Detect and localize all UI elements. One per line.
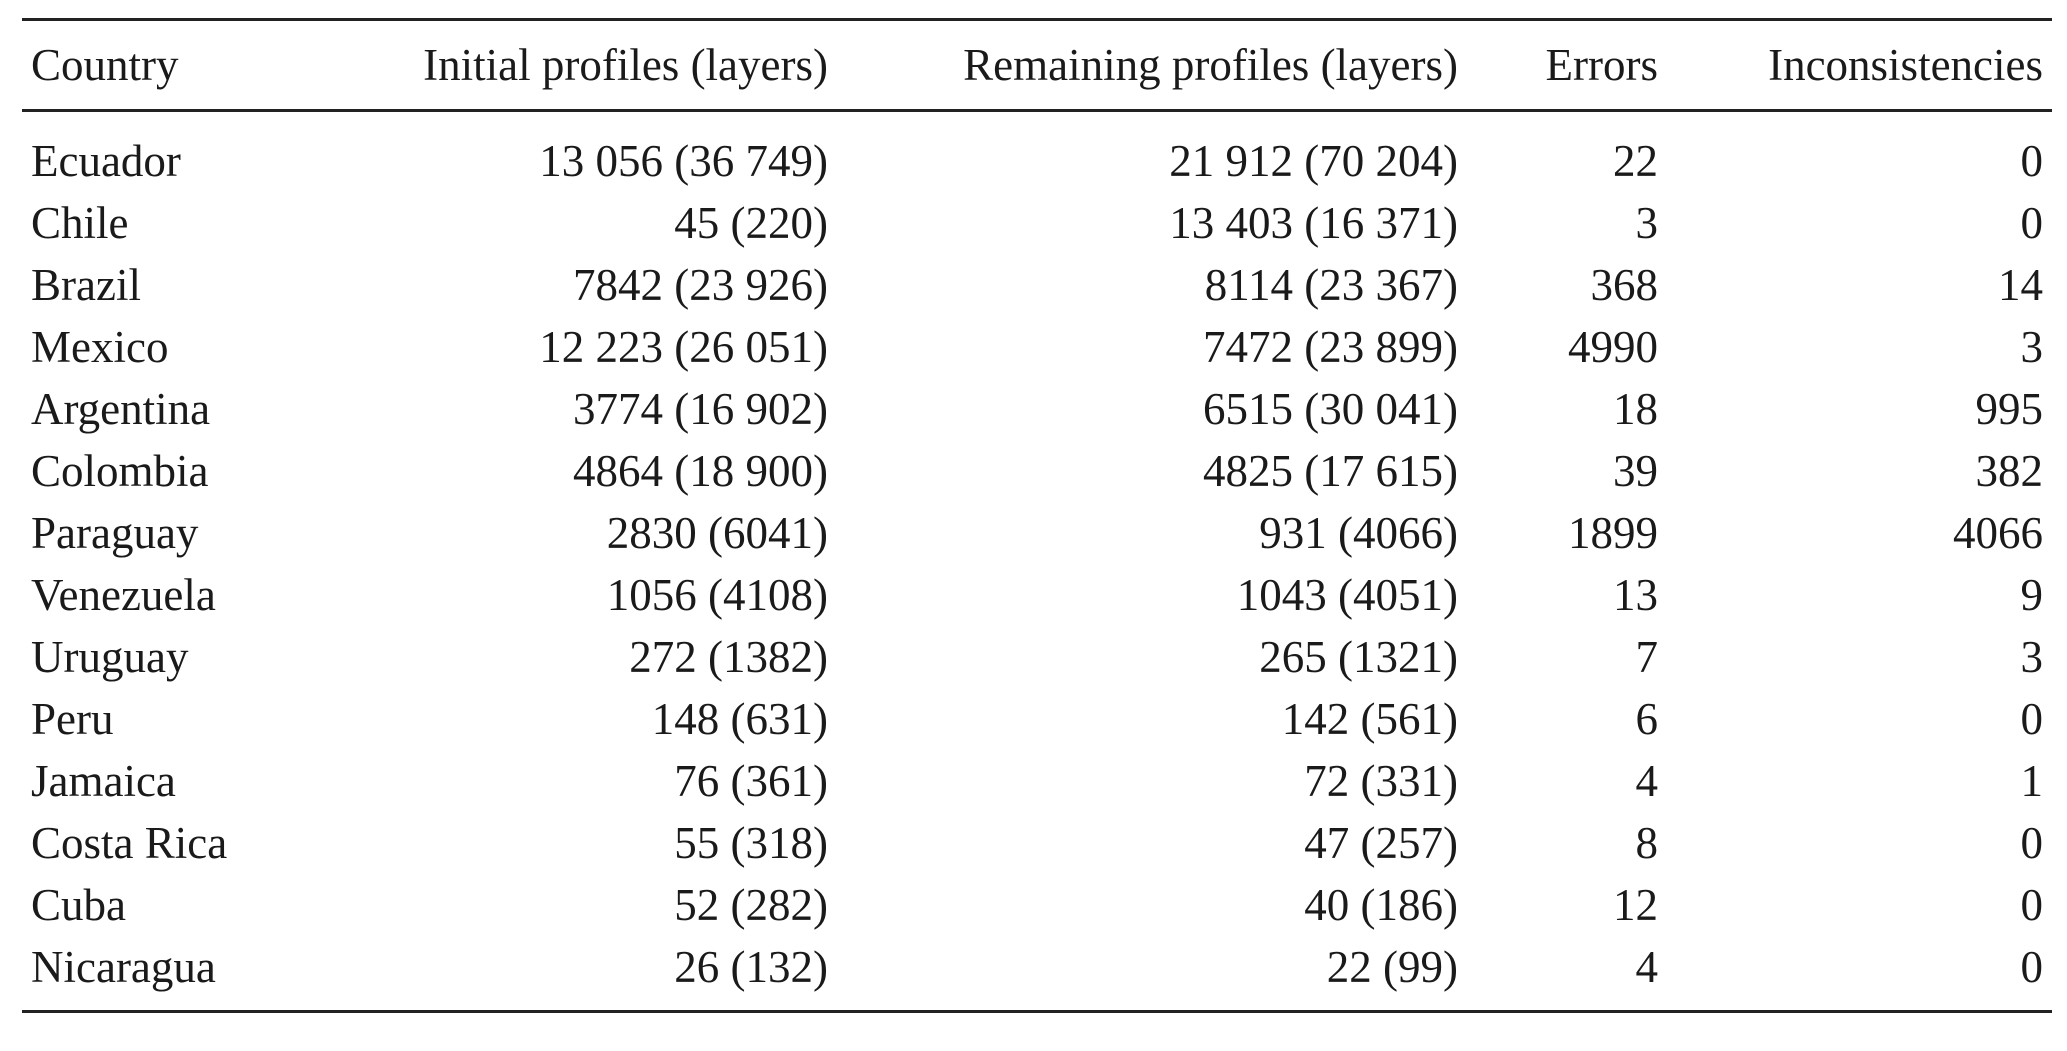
cell-errors: 4990 bbox=[1568, 322, 1658, 372]
cell-errors: 4 bbox=[1635, 942, 1659, 992]
table-row: Colombia 4864 (18 900) 4825 (17 615) 39 382 bbox=[22, 440, 2052, 502]
cell-country: Argentina bbox=[31, 384, 211, 434]
cell-country: Jamaica bbox=[31, 756, 176, 806]
cell-initial-profiles: 272 (1382) bbox=[629, 632, 828, 682]
cell-country: Mexico bbox=[31, 322, 169, 372]
header-inconsistencies: Inconsistencies bbox=[1768, 40, 2043, 90]
cell-initial-profiles: 7842 (23 926) bbox=[573, 260, 828, 310]
cell-errors: 39 bbox=[1613, 446, 1658, 496]
cell-errors: 13 bbox=[1613, 570, 1658, 620]
cell-initial-profiles: 26 (132) bbox=[674, 942, 828, 992]
cell-country: Venezuela bbox=[31, 570, 216, 620]
table-header: Country Initial profiles (layers) Remain… bbox=[22, 21, 2052, 111]
data-table-container: Country Initial profiles (layers) Remain… bbox=[22, 18, 2052, 1013]
cell-errors: 6 bbox=[1635, 694, 1659, 744]
cell-initial-profiles: 4864 (18 900) bbox=[573, 446, 828, 496]
cell-inconsistencies: 0 bbox=[2020, 818, 2044, 868]
cell-remaining-profiles: 142 (561) bbox=[1281, 694, 1458, 744]
cell-inconsistencies: 4066 bbox=[1953, 508, 2043, 558]
cell-country: Colombia bbox=[31, 446, 209, 496]
cell-initial-profiles: 45 (220) bbox=[674, 198, 828, 248]
table-row: Venezuela 1056 (4108) 1043 (4051) 13 9 bbox=[22, 564, 2052, 626]
cell-errors: 4 bbox=[1635, 756, 1659, 806]
header-initial-profiles: Initial profiles (layers) bbox=[423, 40, 828, 90]
cell-country: Nicaragua bbox=[31, 942, 216, 992]
cell-remaining-profiles: 7472 (23 899) bbox=[1203, 322, 1458, 372]
cell-initial-profiles: 55 (318) bbox=[674, 818, 828, 868]
cell-country: Cuba bbox=[31, 880, 126, 930]
table-row: Nicaragua 26 (132) 22 (99) 4 0 bbox=[22, 936, 2052, 1010]
cell-remaining-profiles: 40 (186) bbox=[1304, 880, 1458, 930]
cell-remaining-profiles: 931 (4066) bbox=[1259, 508, 1458, 558]
cell-country: Costa Rica bbox=[31, 818, 228, 868]
cell-country: Brazil bbox=[31, 260, 141, 310]
cell-country: Chile bbox=[31, 198, 129, 248]
cell-remaining-profiles: 13 403 (16 371) bbox=[1169, 198, 1458, 248]
cell-inconsistencies: 14 bbox=[1998, 260, 2043, 310]
cell-remaining-profiles: 72 (331) bbox=[1304, 756, 1458, 806]
table-body: Ecuador 13 056 (36 749) 21 912 (70 204) 22 0… bbox=[22, 111, 2052, 1011]
cell-remaining-profiles: 6515 (30 041) bbox=[1203, 384, 1458, 434]
cell-inconsistencies: 9 bbox=[2020, 570, 2044, 620]
cell-inconsistencies: 1 bbox=[2020, 756, 2044, 806]
cell-inconsistencies: 0 bbox=[2020, 694, 2044, 744]
cell-initial-profiles: 52 (282) bbox=[674, 880, 828, 930]
cell-initial-profiles: 12 223 (26 051) bbox=[539, 322, 828, 372]
cell-initial-profiles: 76 (361) bbox=[674, 756, 828, 806]
cell-inconsistencies: 0 bbox=[2020, 136, 2044, 186]
cell-remaining-profiles: 22 (99) bbox=[1326, 942, 1458, 992]
cell-errors: 12 bbox=[1613, 880, 1658, 930]
cell-remaining-profiles: 265 (1321) bbox=[1259, 632, 1458, 682]
cell-initial-profiles: 148 (631) bbox=[651, 694, 828, 744]
cell-errors: 1899 bbox=[1568, 508, 1658, 558]
table-row: Ecuador 13 056 (36 749) 21 912 (70 204) 22 0 bbox=[22, 111, 2052, 193]
header-errors: Errors bbox=[1545, 40, 1658, 90]
cell-errors: 22 bbox=[1613, 136, 1658, 186]
cell-remaining-profiles: 8114 (23 367) bbox=[1204, 260, 1458, 310]
cell-initial-profiles: 3774 (16 902) bbox=[573, 384, 828, 434]
table-row: Uruguay 272 (1382) 265 (1321) 7 3 bbox=[22, 626, 2052, 688]
cell-inconsistencies: 0 bbox=[2020, 880, 2044, 930]
cell-initial-profiles: 2830 (6041) bbox=[606, 508, 828, 558]
header-remaining-profiles: Remaining profiles (layers) bbox=[963, 40, 1458, 90]
cell-remaining-profiles: 47 (257) bbox=[1304, 818, 1458, 868]
table-row: Argentina 3774 (16 902) 6515 (30 041) 18 995 bbox=[22, 378, 2052, 440]
table-row: Mexico 12 223 (26 051) 7472 (23 899) 4990 3 bbox=[22, 316, 2052, 378]
cell-country: Paraguay bbox=[31, 508, 199, 558]
table-row: Peru 148 (631) 142 (561) 6 0 bbox=[22, 688, 2052, 750]
cell-inconsistencies: 382 bbox=[1975, 446, 2044, 496]
cell-country: Uruguay bbox=[31, 632, 189, 682]
top-rule bbox=[22, 18, 2052, 21]
cell-errors: 3 bbox=[1635, 198, 1659, 248]
cell-inconsistencies: 995 bbox=[1975, 384, 2044, 434]
cell-inconsistencies: 3 bbox=[2020, 632, 2044, 682]
table-row: Cuba 52 (282) 40 (186) 12 0 bbox=[22, 874, 2052, 936]
cell-remaining-profiles: 1043 (4051) bbox=[1236, 570, 1458, 620]
cell-inconsistencies: 0 bbox=[2020, 942, 2044, 992]
table-row: Costa Rica 55 (318) 47 (257) 8 0 bbox=[22, 812, 2052, 874]
cell-errors: 368 bbox=[1590, 260, 1659, 310]
table-row: Paraguay 2830 (6041) 931 (4066) 1899 4066 bbox=[22, 502, 2052, 564]
cell-country: Ecuador bbox=[31, 136, 181, 186]
cell-errors: 18 bbox=[1613, 384, 1658, 434]
bottom-rule bbox=[22, 1010, 2052, 1013]
table-row: Brazil 7842 (23 926) 8114 (23 367) 368 14 bbox=[22, 254, 2052, 316]
cell-errors: 8 bbox=[1635, 818, 1659, 868]
cell-remaining-profiles: 4825 (17 615) bbox=[1203, 446, 1458, 496]
cell-inconsistencies: 0 bbox=[2020, 198, 2044, 248]
cell-remaining-profiles: 21 912 (70 204) bbox=[1169, 136, 1458, 186]
header-country: Country bbox=[31, 40, 179, 90]
table-row: Chile 45 (220) 13 403 (16 371) 3 0 bbox=[22, 192, 2052, 254]
cell-initial-profiles: 1056 (4108) bbox=[606, 570, 828, 620]
cell-country: Peru bbox=[31, 694, 114, 744]
table-row: Jamaica 76 (361) 72 (331) 4 1 bbox=[22, 750, 2052, 812]
cell-inconsistencies: 3 bbox=[2020, 322, 2044, 372]
country-profiles-table: Country Initial profiles (layers) Remain… bbox=[22, 21, 2052, 1010]
cell-errors: 7 bbox=[1635, 632, 1659, 682]
cell-initial-profiles: 13 056 (36 749) bbox=[539, 136, 828, 186]
